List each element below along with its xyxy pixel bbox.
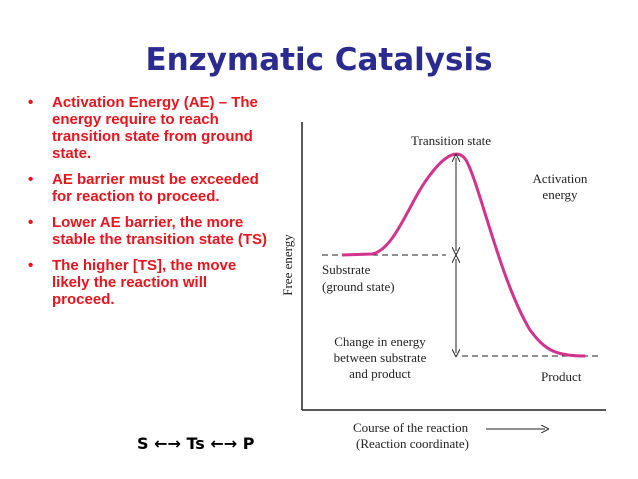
reaction-scheme: S ←→ Ts ←→ P — [137, 434, 255, 453]
x-axis-label: (Reaction coordinate) — [356, 436, 469, 451]
label: Product — [541, 369, 582, 384]
label: between substrate — [334, 350, 427, 365]
bullet: The higher [TS], the move likely the rea… — [28, 257, 273, 308]
bullet-list: Activation Energy (AE) – The energy requ… — [28, 94, 273, 317]
bullet: AE barrier must be exceeded for reaction… — [28, 171, 273, 205]
label: Substrate — [322, 262, 371, 277]
x-axis-label: Course of the reaction — [353, 420, 469, 435]
label: Change in energy — [334, 334, 426, 349]
y-axis-label: Free energy — [280, 234, 295, 296]
bullet: Lower AE barrier, the more stable the tr… — [28, 214, 273, 248]
bullet: Activation Energy (AE) – The energy requ… — [28, 94, 273, 162]
label: Activation — [533, 171, 588, 186]
energy-curve — [341, 152, 586, 358]
label: energy — [542, 187, 578, 202]
slide-title: Enzymatic Catalysis — [145, 42, 493, 78]
label: (ground state) — [322, 279, 395, 294]
label: and product — [349, 366, 411, 381]
label: Transition state — [411, 133, 491, 148]
